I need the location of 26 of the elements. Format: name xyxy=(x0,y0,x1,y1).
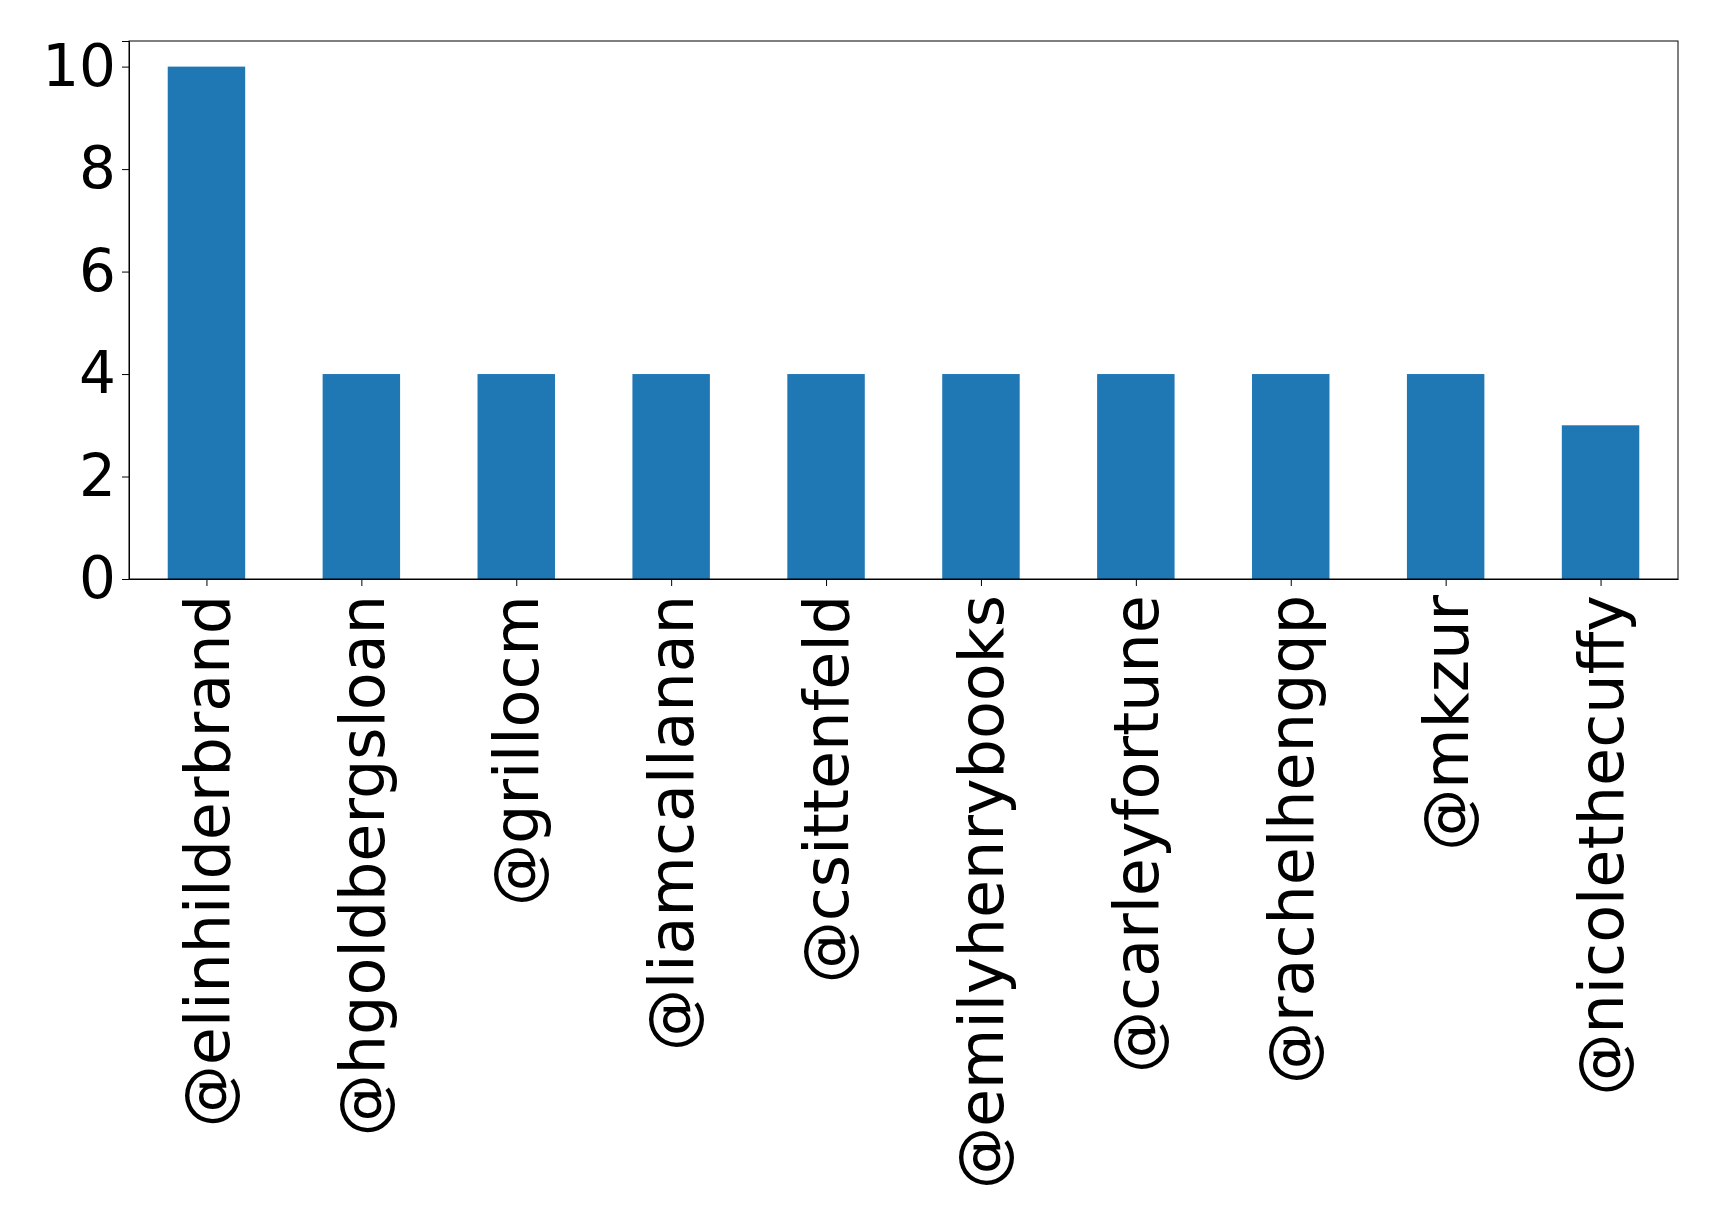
y-tick-label: 8 xyxy=(79,134,116,203)
x-tick-label: @carleyfortune xyxy=(1100,595,1174,1073)
y-tick-label: 2 xyxy=(79,441,116,510)
bar xyxy=(787,374,865,579)
y-tick-label: 4 xyxy=(79,339,116,408)
x-tick-label: @rachelhengqp xyxy=(1254,595,1328,1085)
x-tick-label: @emilyhenrybooks xyxy=(945,595,1019,1190)
bar xyxy=(1252,374,1330,579)
x-tick-label: @hgoldbergsloan xyxy=(325,595,399,1137)
bar xyxy=(1406,374,1485,579)
x-tick-label: @nicolethecuffy xyxy=(1564,595,1638,1096)
bar xyxy=(322,374,401,579)
bar xyxy=(167,66,246,579)
x-tick-label: @mkzur xyxy=(1409,594,1483,851)
y-tick-label: 6 xyxy=(79,236,116,305)
x-tick-label: @csittenfeld xyxy=(790,595,864,984)
y-tick-label: 10 xyxy=(42,31,116,100)
x-tick-label: @grillocm xyxy=(480,595,554,906)
x-tick-label: @liamcallanan xyxy=(635,595,709,1051)
bar xyxy=(1097,374,1175,579)
bar xyxy=(1561,425,1640,579)
bar xyxy=(942,374,1020,579)
y-tick-label: 0 xyxy=(79,544,116,613)
x-tick-label: @elinhilderbrand xyxy=(170,595,244,1128)
bar xyxy=(477,374,555,579)
bar xyxy=(632,374,710,579)
